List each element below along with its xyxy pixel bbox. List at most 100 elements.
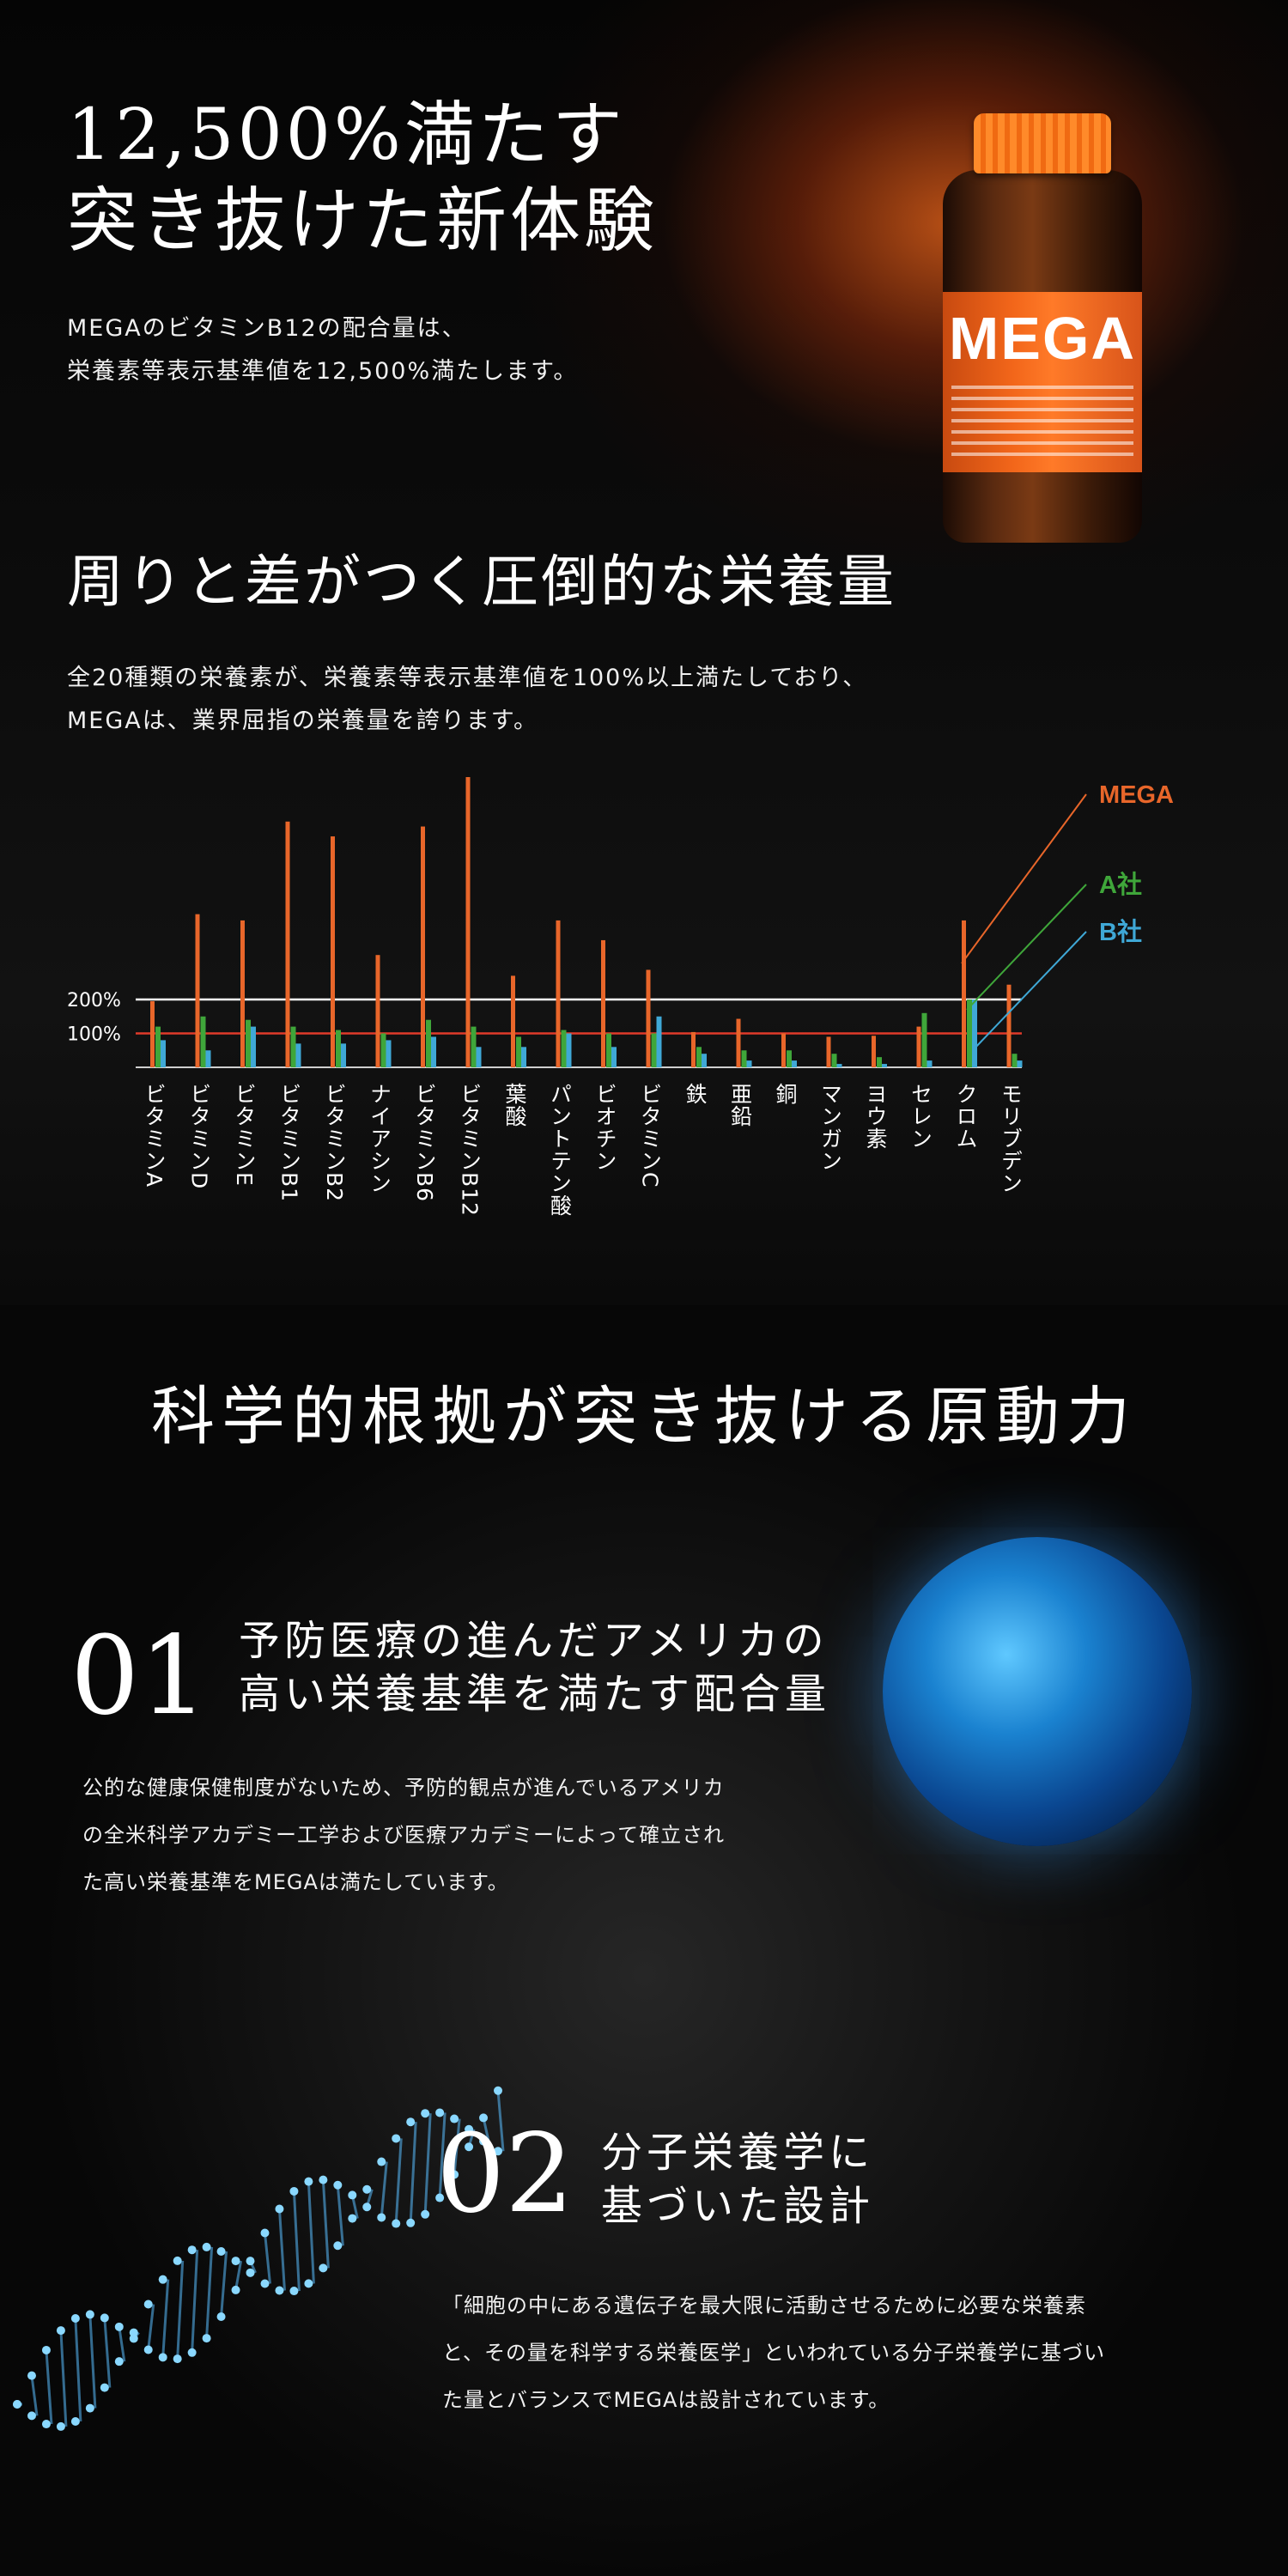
point2-desc-line3: た量とバランスでMEGAは設計されています。 — [442, 2388, 890, 2412]
legend-leader-MEGA — [961, 793, 1087, 964]
bar-B社-ビタミンB12 — [476, 1047, 482, 1067]
bar-A社-ビオチン — [606, 1033, 611, 1067]
dna-node — [202, 2334, 211, 2343]
dna-node — [246, 2257, 255, 2266]
category-label: ビオチン — [592, 1083, 617, 1172]
dna-helix-image — [13, 2086, 505, 2431]
category-label: マンガン — [817, 1083, 843, 1172]
dna-node — [362, 2184, 372, 2194]
dna-node — [129, 2334, 138, 2343]
dna-rung — [161, 2279, 170, 2358]
bar-MEGA-ビオチン — [601, 939, 605, 1067]
category-label: 亜鉛 — [727, 1083, 753, 1127]
dna-node — [450, 2114, 459, 2123]
nutrient-comparison-chart: 200% 100% MEGA A社 B社 — [67, 777, 1174, 1068]
bar-MEGA-ナイアシン — [375, 955, 380, 1067]
bar-B社-ビタミンE — [251, 1026, 256, 1067]
point1-desc-line1: 公的な健康保健制度がないため、予防的観点が進んでいるアメリカ — [82, 1776, 725, 1800]
nutrition-desc-line1: 全20種類の栄養素が、栄養素等表示基準値を100%以上満たしており、 — [67, 665, 868, 691]
point2-number: 02 — [436, 2111, 574, 2237]
point2-title-line1: 分子栄養学に — [601, 2129, 875, 2177]
bar-B社-ナイアシン — [386, 1040, 392, 1067]
dna-node — [85, 2310, 94, 2319]
dna-node — [27, 2371, 36, 2380]
dna-node — [100, 2313, 109, 2323]
dna-node — [479, 2113, 489, 2123]
dna-node — [143, 2345, 153, 2354]
bar-MEGA-銅 — [781, 1033, 786, 1067]
dna-node — [173, 2354, 182, 2364]
dna-rung — [496, 2090, 505, 2152]
hero-desc-line2: 栄養素等表示基準値を12,500%満たします。 — [67, 358, 579, 385]
bar-B社-葉酸 — [521, 1047, 526, 1067]
bottle-label-fineprint — [951, 378, 1133, 464]
legend-leader-A社 — [966, 884, 1087, 1011]
dna-rung — [380, 2161, 388, 2218]
dna-node — [187, 2245, 197, 2255]
hero-title-line2: 突き抜けた新体験 — [67, 180, 659, 262]
dna-node — [304, 2279, 313, 2288]
dna-node — [494, 2147, 502, 2156]
dna-rung — [30, 2375, 39, 2416]
dna-rung — [118, 2326, 126, 2362]
dna-rung — [234, 2260, 243, 2291]
legend-A社: A社 — [1099, 871, 1142, 899]
dna-node — [114, 2357, 124, 2366]
bar-A社-モリブデン — [1012, 1054, 1018, 1067]
legend-B社: B社 — [1099, 918, 1142, 946]
dna-node — [216, 2247, 226, 2257]
point1-description: 公的な健康保健制度がないため、予防的観点が進んでいるアメリカ の全米科学アカデミ… — [82, 1765, 725, 1906]
dna-node — [304, 2177, 313, 2186]
bar-B社-ビタミンA — [161, 1040, 166, 1067]
category-label: ビタミンB6 — [412, 1083, 437, 1203]
point1-title-line2: 高い栄養基準を満たす配合量 — [239, 1670, 831, 1718]
science-title: 科学的根拠が突き抜ける原動力 — [151, 1380, 1137, 1454]
bar-MEGA-ビタミンC — [646, 969, 651, 1067]
dna-node — [27, 2411, 36, 2421]
bottle-label-text: MEGA — [949, 305, 1136, 372]
bar-MEGA-鉄 — [691, 1031, 696, 1067]
dna-node — [421, 2109, 430, 2118]
point2-title-line2: 基づいた設計 — [601, 2182, 875, 2230]
bar-A社-パントテン酸 — [561, 1030, 567, 1067]
category-label: 葉酸 — [502, 1083, 527, 1127]
bar-A社-ビタミンB12 — [471, 1026, 477, 1067]
bar-A社-ビタミンB6 — [426, 1019, 431, 1067]
dna-node — [114, 2322, 124, 2331]
bar-MEGA-モリブデン — [1006, 984, 1012, 1067]
dna-node — [260, 2279, 270, 2288]
dna-node — [202, 2242, 211, 2251]
bar-B社-亜鉛 — [746, 1060, 752, 1067]
dna-rung — [292, 2190, 301, 2292]
nutrition-description: 全20種類の栄養素が、栄養素等表示基準値を100%以上満たしており、 MEGAは… — [67, 657, 867, 743]
dna-rung — [103, 2318, 112, 2388]
dna-node — [333, 2180, 343, 2190]
point1-number: 01 — [70, 1613, 209, 1739]
dna-rung — [220, 2251, 228, 2318]
dna-rung — [205, 2246, 214, 2339]
category-label: 鉄 — [683, 1083, 708, 1105]
dna-rung — [74, 2318, 82, 2422]
dna-node — [319, 2175, 328, 2184]
category-label: ビタミンB2 — [322, 1083, 347, 1203]
bar-B社-ビタミンB1 — [295, 1043, 301, 1067]
dna-rung — [191, 2250, 199, 2353]
dna-rung — [321, 2179, 330, 2269]
dna-node — [41, 2345, 51, 2354]
bar-B社-ビオチン — [611, 1047, 617, 1067]
point1-title-line1: 予防医療の進んだアメリカの — [239, 1617, 829, 1665]
bar-A社-クロム — [967, 999, 972, 1067]
bottle-cap — [974, 113, 1111, 173]
category-label: ビタミンA — [142, 1083, 167, 1188]
bar-A社-ビタミンE — [246, 1019, 251, 1067]
dna-node — [13, 2400, 21, 2409]
hero-title: 12,500%満たす 突き抜けた新体験 — [67, 93, 658, 264]
dna-node — [56, 2326, 65, 2336]
bar-MEGA-亜鉛 — [736, 1018, 741, 1067]
point1-title: 予防医療の進んだアメリカの 高い栄養基準を満たす配合量 — [239, 1614, 830, 1721]
dna-node — [216, 2312, 226, 2321]
mega-bottle-image: MEGA — [943, 113, 1142, 543]
dna-node — [70, 2416, 80, 2426]
dna-node — [85, 2403, 94, 2413]
bar-B社-ヨウ素 — [882, 1064, 887, 1067]
